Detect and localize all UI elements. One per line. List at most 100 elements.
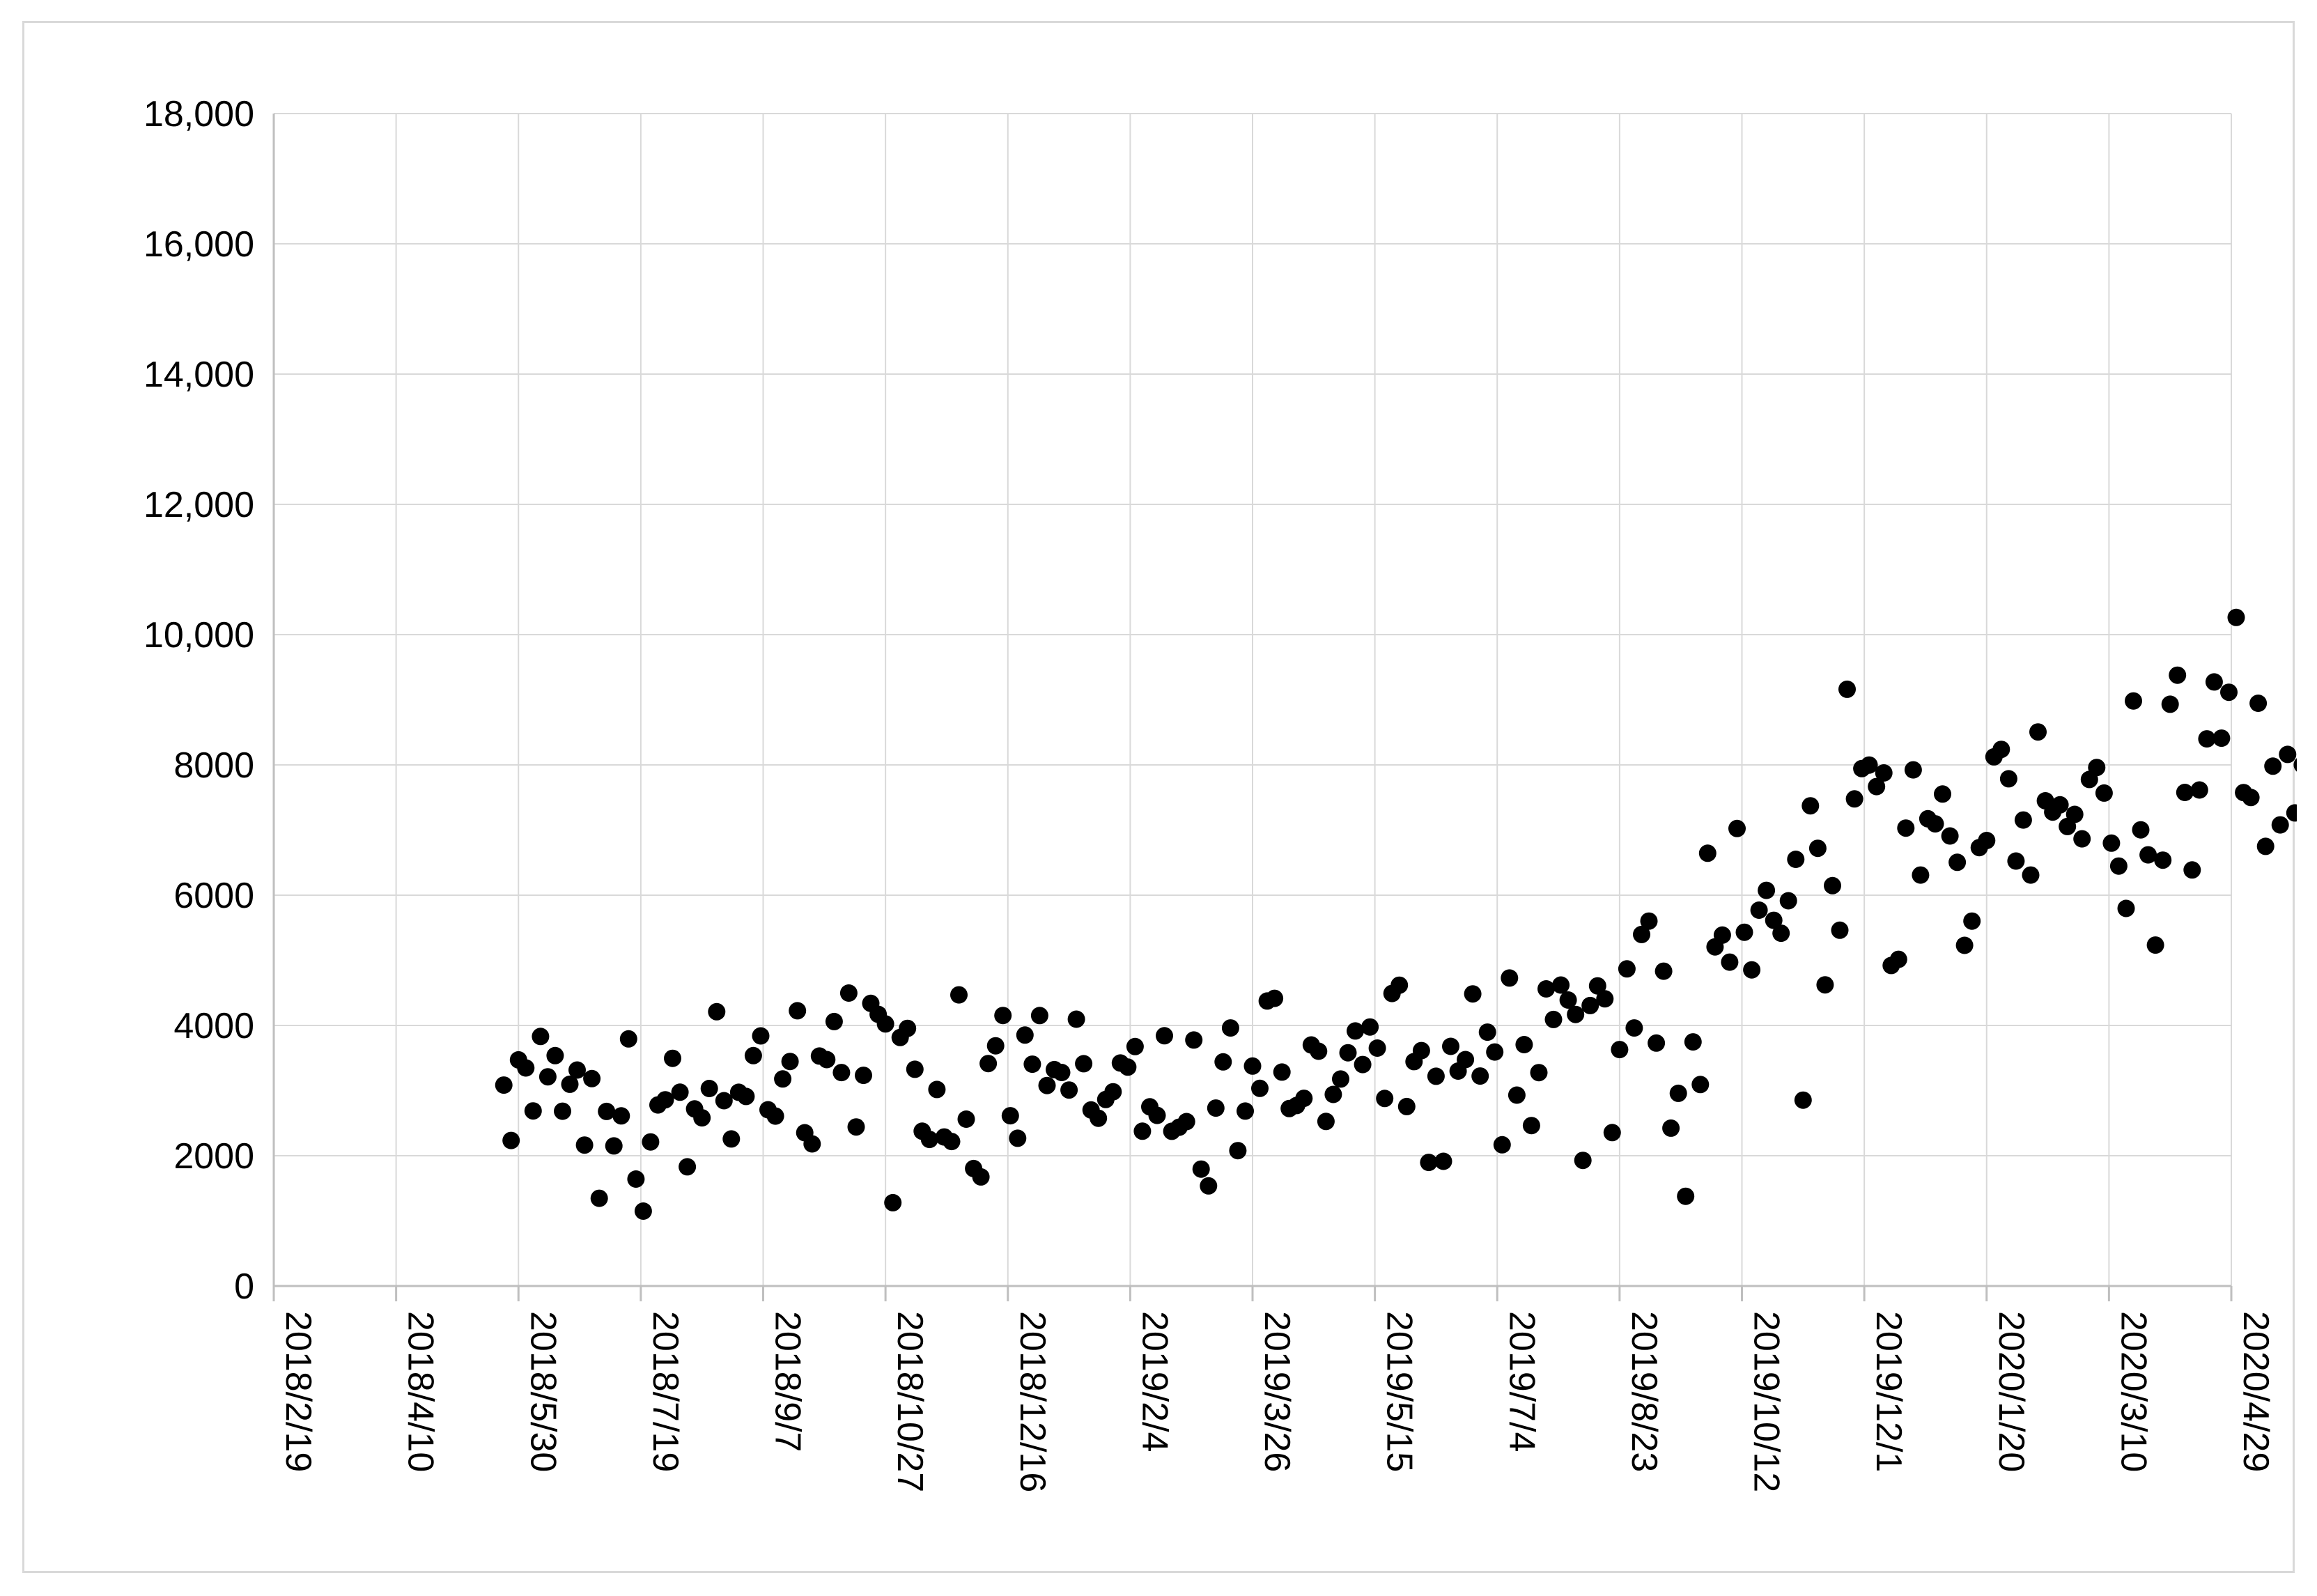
data-point bbox=[1625, 1019, 1643, 1037]
data-point bbox=[2007, 852, 2025, 870]
y-tick-label: 12,000 bbox=[144, 485, 254, 525]
data-point bbox=[2198, 730, 2216, 748]
data-point bbox=[495, 1076, 513, 1094]
data-point bbox=[752, 1027, 770, 1045]
data-point bbox=[2022, 866, 2040, 884]
data-point bbox=[1816, 976, 1834, 994]
y-tick-label: 0 bbox=[234, 1266, 254, 1307]
y-tick-label: 18,000 bbox=[144, 94, 254, 134]
data-point bbox=[1075, 1055, 1093, 1073]
data-point bbox=[1750, 901, 1768, 919]
data-point bbox=[1779, 892, 1797, 910]
data-point bbox=[1808, 839, 1827, 858]
x-tick-label: 2019/12/1 bbox=[1868, 1311, 1909, 1472]
data-point bbox=[554, 1102, 571, 1120]
data-point bbox=[1508, 1086, 1526, 1104]
data-point bbox=[2183, 861, 2201, 879]
data-point bbox=[1603, 1124, 1621, 1142]
data-point bbox=[1221, 1019, 1239, 1037]
data-point bbox=[1537, 980, 1555, 998]
data-point bbox=[774, 1070, 792, 1088]
data-point bbox=[1354, 1055, 1372, 1074]
y-tick-label: 6000 bbox=[173, 876, 254, 916]
data-point bbox=[1368, 1039, 1386, 1057]
x-tick-label: 2019/10/12 bbox=[1746, 1311, 1787, 1492]
x-tick-label: 2018/4/10 bbox=[401, 1311, 441, 1472]
data-point bbox=[1765, 911, 1783, 929]
x-tick-label: 2018/2/19 bbox=[278, 1311, 318, 1472]
data-point bbox=[612, 1107, 630, 1125]
data-point bbox=[1677, 1187, 1695, 1205]
data-point bbox=[950, 986, 968, 1004]
data-point bbox=[789, 1002, 807, 1020]
data-point bbox=[598, 1102, 616, 1120]
data-point bbox=[605, 1137, 623, 1155]
data-point bbox=[693, 1109, 711, 1127]
data-point bbox=[1177, 1113, 1195, 1131]
data-point bbox=[781, 1053, 799, 1071]
data-point bbox=[1845, 790, 1863, 808]
x-tick-label: 2018/7/19 bbox=[645, 1311, 685, 1472]
data-point bbox=[1684, 1033, 1702, 1051]
axes bbox=[272, 114, 2233, 1301]
data-point bbox=[700, 1080, 718, 1097]
data-point bbox=[1648, 1034, 1666, 1052]
x-tick-label: 2019/8/23 bbox=[1624, 1311, 1664, 1472]
data-point bbox=[2146, 936, 2164, 954]
data-point bbox=[884, 1193, 902, 1211]
data-point bbox=[1801, 797, 1820, 815]
data-point bbox=[1552, 976, 1570, 994]
data-point bbox=[1156, 1027, 1173, 1045]
data-point bbox=[1442, 1037, 1459, 1055]
data-point bbox=[832, 1064, 851, 1082]
data-point bbox=[1838, 680, 1856, 698]
data-point bbox=[1457, 1051, 1475, 1069]
data-point bbox=[1104, 1083, 1122, 1101]
data-point bbox=[1412, 1041, 1430, 1060]
data-point bbox=[876, 1015, 894, 1033]
data-point bbox=[2161, 695, 2179, 713]
data-point bbox=[972, 1168, 990, 1186]
x-tick-label: 2019/2/4 bbox=[1134, 1311, 1175, 1452]
data-point bbox=[1912, 866, 1930, 884]
data-point bbox=[1698, 844, 1717, 862]
data-point bbox=[1596, 990, 1614, 1008]
data-point bbox=[1119, 1058, 1137, 1076]
data-point bbox=[2227, 608, 2245, 626]
data-point bbox=[2205, 673, 2223, 691]
data-point bbox=[708, 1002, 726, 1021]
data-point bbox=[1574, 1152, 1592, 1170]
y-tick-label: 10,000 bbox=[144, 615, 254, 656]
data-point bbox=[906, 1060, 924, 1078]
y-axis-tick-labels: 0 2000 4000 6000 8000 10,000 12,000 14,000 16,00… bbox=[144, 94, 254, 1307]
x-axis-tick-labels: 2018/2/19 2018/4/10 2018/5/30 2018/7/19 2018… bbox=[278, 1311, 2276, 1492]
data-point bbox=[1207, 1099, 1225, 1117]
data-point bbox=[899, 1019, 917, 1037]
data-point bbox=[943, 1133, 961, 1151]
data-point bbox=[575, 1136, 594, 1154]
data-point bbox=[1148, 1106, 1166, 1124]
data-point bbox=[1030, 1007, 1048, 1025]
data-point bbox=[803, 1135, 821, 1153]
x-tick-label: 2018/10/27 bbox=[890, 1311, 930, 1492]
data-point bbox=[1963, 912, 1981, 930]
data-point bbox=[1464, 985, 1482, 1003]
data-point bbox=[1251, 1079, 1269, 1097]
data-point bbox=[818, 1051, 836, 1069]
data-point bbox=[1581, 996, 1599, 1014]
data-point bbox=[1038, 1076, 1056, 1094]
data-point bbox=[1192, 1160, 1210, 1178]
data-point bbox=[2249, 695, 2268, 712]
data-point bbox=[546, 1046, 564, 1064]
data-point bbox=[2279, 745, 2297, 764]
data-point bbox=[766, 1107, 784, 1125]
data-point bbox=[1875, 764, 1893, 782]
data-point bbox=[722, 1130, 741, 1148]
data-point bbox=[656, 1091, 674, 1109]
data-point bbox=[1904, 761, 1922, 779]
data-point bbox=[1347, 1022, 1364, 1040]
data-point bbox=[568, 1061, 586, 1079]
data-point bbox=[2213, 729, 2231, 747]
data-point bbox=[1897, 819, 1915, 837]
data-point bbox=[1486, 1043, 1504, 1061]
